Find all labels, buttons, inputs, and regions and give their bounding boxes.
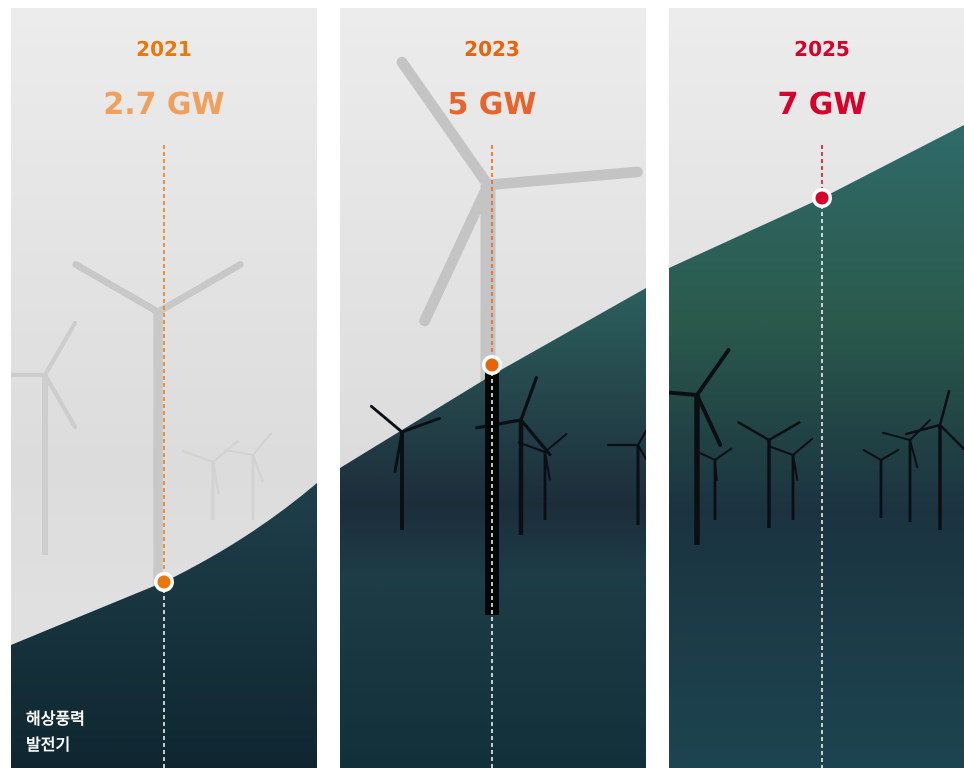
year: 2025 [794,37,850,61]
panel: 2023 5 GW [340,8,653,768]
marker [158,576,171,589]
year: 2023 [464,37,520,61]
page: 2021 2.7 GW 해상풍력 발전기 2023 5 GW 2025 7 GW… [0,0,964,768]
marker [486,359,499,372]
marker [816,192,829,205]
year: 2021 [136,37,192,61]
capacity: 7 GW [777,87,866,122]
capacity: 5 GW [447,87,536,122]
panel: 2025 7 GW [642,8,964,768]
caption: 발전기 [26,735,70,754]
infographic: 2021 2.7 GW 해상풍력 발전기 2023 5 GW 2025 7 GW [0,0,964,768]
panel: 2021 2.7 GW 해상풍력 발전기 [0,8,317,768]
capacity: 2.7 GW [103,87,224,122]
caption: 해상풍력 [26,709,85,728]
